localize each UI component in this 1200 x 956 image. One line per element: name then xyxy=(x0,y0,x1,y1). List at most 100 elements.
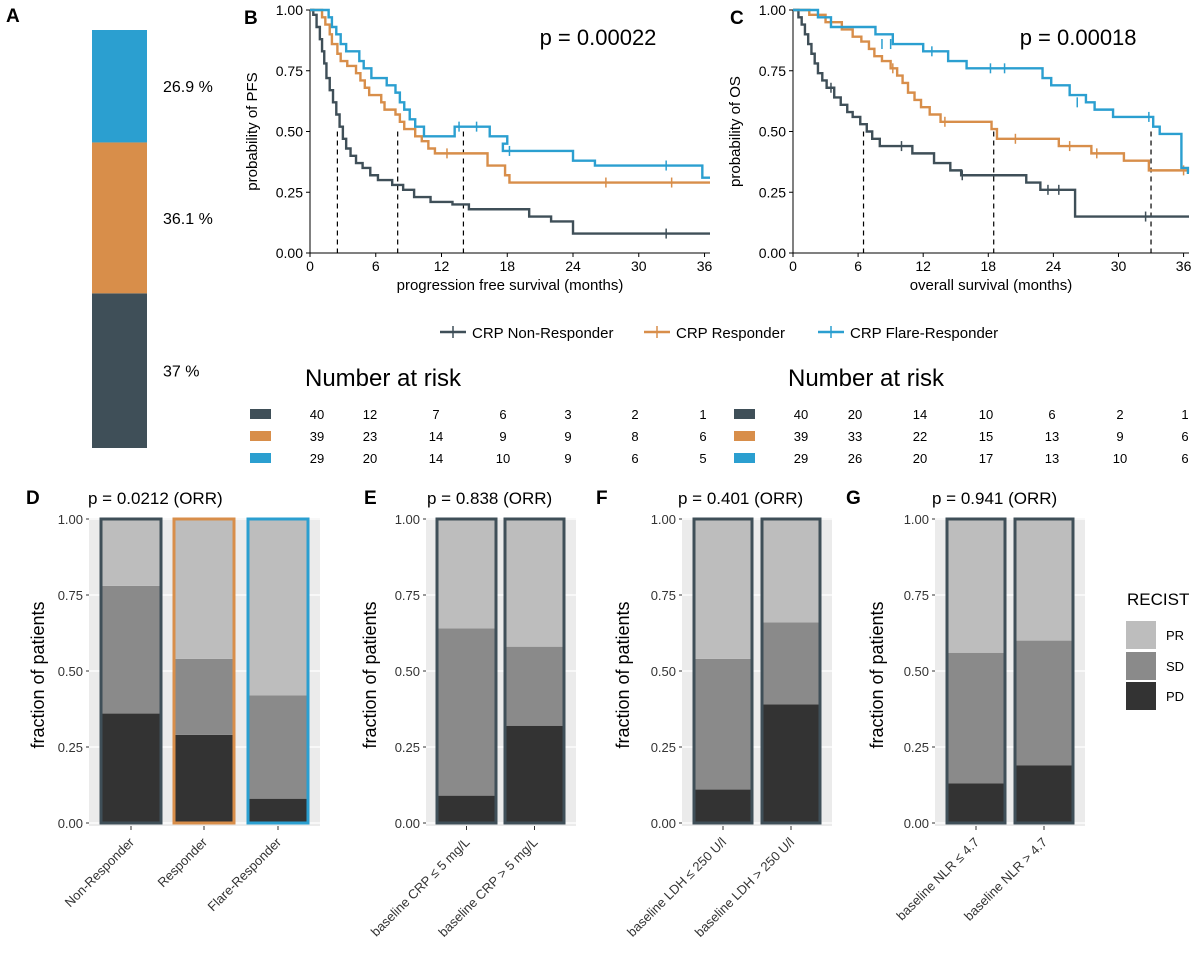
c-y-tick-label: 0.25 xyxy=(759,184,786,200)
f-y-axis-title: fraction of patients xyxy=(613,601,633,748)
c-x-tick-label: 24 xyxy=(1046,258,1062,274)
f-p-value: p = 0.401 (ORR) xyxy=(678,489,803,508)
risk-row-swatch xyxy=(734,409,755,419)
risk-row-swatch xyxy=(250,453,271,463)
risk-count: 10 xyxy=(979,407,993,422)
a-segment-1 xyxy=(92,142,147,294)
g-y-tick-label: 0.25 xyxy=(904,740,929,755)
c-x-tick-label: 18 xyxy=(980,258,996,274)
e-y-tick-label: 1.00 xyxy=(395,512,420,527)
risk-count: 39 xyxy=(310,429,324,444)
risk-row-swatch xyxy=(734,453,755,463)
b-x-tick-label: 0 xyxy=(306,258,314,274)
f-y-tick-label: 1.00 xyxy=(651,512,676,527)
recist-legend-title: RECIST xyxy=(1127,590,1189,609)
risk-count: 5 xyxy=(699,451,706,466)
risk-count: 23 xyxy=(363,429,377,444)
b-y-tick-label: 1.00 xyxy=(276,2,303,18)
b-x-tick-label: 24 xyxy=(565,258,581,274)
a-segment-label-2: 26.9 % xyxy=(163,79,213,96)
g-y-tick-label: 0.75 xyxy=(904,588,929,603)
d-bar-outline-1 xyxy=(172,517,236,825)
g-y-tick-label: 1.00 xyxy=(904,512,929,527)
f-bar-outline-1 xyxy=(760,517,822,825)
risk-row-swatch xyxy=(250,431,271,441)
risk-count: 9 xyxy=(1116,429,1123,444)
d-bar-2-sd xyxy=(248,695,308,799)
f-bar-1-pd xyxy=(762,704,820,823)
recist-legend-label-2: PD xyxy=(1166,689,1184,704)
panel-label-f: F xyxy=(596,488,608,509)
c-curve-2 xyxy=(793,8,1190,175)
risk-count: 22 xyxy=(913,429,927,444)
risk-count: 2 xyxy=(1116,407,1123,422)
risk-count: 13 xyxy=(1045,451,1059,466)
risk-count: 14 xyxy=(429,451,443,466)
risk-row-swatch xyxy=(250,409,271,419)
e-bar-0-pd xyxy=(437,795,496,823)
panel-label-d: D xyxy=(26,488,40,509)
a-segment-label-0: 37 % xyxy=(163,364,199,381)
d-bar-outline-0 xyxy=(99,517,163,825)
e-bar-outline-1 xyxy=(503,517,566,825)
e-bar-1-sd xyxy=(505,646,564,726)
f-bar-1-sd xyxy=(762,622,820,705)
d-y-tick-label: 0.50 xyxy=(58,664,83,679)
b-curve-0 xyxy=(310,8,710,235)
c-x-tick-label: 6 xyxy=(854,258,862,274)
c-x-tick-label: 36 xyxy=(1176,258,1192,274)
d-bar-2-pr xyxy=(248,519,308,696)
risk-count: 26 xyxy=(848,451,862,466)
recist-legend-swatch-0 xyxy=(1126,621,1156,649)
risk-count: 20 xyxy=(848,407,862,422)
risk-count: 9 xyxy=(499,429,506,444)
c-x-tick-label: 30 xyxy=(1111,258,1127,274)
recist-legend-label-0: PR xyxy=(1166,628,1184,643)
e-p-value: p = 0.838 (ORR) xyxy=(427,489,552,508)
e-y-tick-label: 0.50 xyxy=(395,664,420,679)
a-segment-2 xyxy=(92,30,147,143)
risk-count: 15 xyxy=(979,429,993,444)
d-y-tick-label: 1.00 xyxy=(58,512,83,527)
b-y-tick-label: 0.75 xyxy=(276,63,303,79)
risk-count: 3 xyxy=(564,407,571,422)
e-y-tick-label: 0.75 xyxy=(395,588,420,603)
risk-count: 40 xyxy=(794,407,808,422)
g-y-tick-label: 0.00 xyxy=(904,816,929,831)
d-bar-outline-2 xyxy=(246,517,310,825)
risk-count: 33 xyxy=(848,429,862,444)
b-y-tick-label: 0.50 xyxy=(276,124,303,140)
risk-count: 20 xyxy=(913,451,927,466)
e-bar-outline-0 xyxy=(435,517,498,825)
recist-legend-label-1: SD xyxy=(1166,659,1184,674)
c-y-tick-label: 0.75 xyxy=(759,63,786,79)
c-x-tick-label: 12 xyxy=(915,258,931,274)
risk-table-title-0: Number at risk xyxy=(305,365,462,392)
risk-count: 17 xyxy=(979,451,993,466)
f-bar-outline-0 xyxy=(692,517,754,825)
g-bar-0-pr xyxy=(947,519,1005,653)
d-bar-0-sd xyxy=(101,585,161,714)
risk-count: 6 xyxy=(499,407,506,422)
c-y-tick-label: 0.50 xyxy=(759,124,786,140)
risk-count: 1 xyxy=(699,407,706,422)
panel-label-a: A xyxy=(6,6,20,27)
risk-count: 6 xyxy=(1181,429,1188,444)
risk-count: 13 xyxy=(1045,429,1059,444)
risk-count: 9 xyxy=(564,429,571,444)
g-p-value: p = 0.941 (ORR) xyxy=(932,489,1057,508)
d-y-axis-title: fraction of patients xyxy=(28,601,48,748)
e-bar-0-pr xyxy=(437,519,496,629)
b-x-tick-label: 36 xyxy=(697,258,713,274)
c-x-axis-title: overall survival (months) xyxy=(910,277,1073,294)
f-y-tick-label: 0.00 xyxy=(651,816,676,831)
risk-count: 9 xyxy=(564,451,571,466)
a-segment-0 xyxy=(92,293,147,448)
e-bar-1-pr xyxy=(505,519,564,647)
risk-count: 6 xyxy=(631,451,638,466)
g-y-tick-label: 0.50 xyxy=(904,664,929,679)
e-y-tick-label: 0.00 xyxy=(395,816,420,831)
recist-legend-swatch-2 xyxy=(1126,682,1156,710)
risk-table-title-1: Number at risk xyxy=(788,365,945,392)
